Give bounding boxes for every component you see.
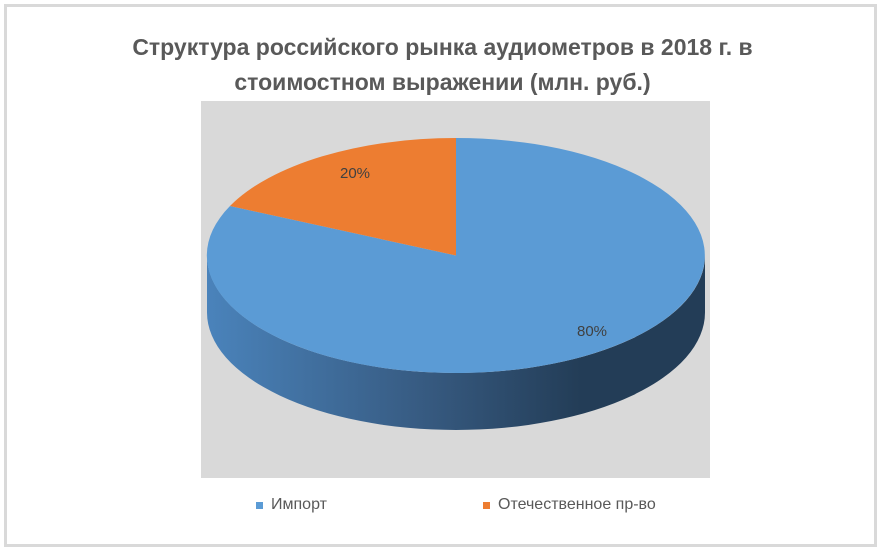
pie-slice-import[interactable] bbox=[206, 138, 705, 373]
legend-item-domestic[interactable]: Отечественное пр-во bbox=[483, 496, 656, 514]
legend-label-domestic: Отечественное пр-во bbox=[498, 496, 656, 513]
chart-title: Структура российского рынка аудиометров … bbox=[0, 30, 885, 100]
chart-title-line-2: стоимостном выражении (млн. руб.) bbox=[234, 69, 651, 95]
pie-side-import[interactable] bbox=[207, 255, 705, 430]
data-label-import: 80% bbox=[577, 323, 607, 340]
legend-label-import: Импорт bbox=[271, 496, 327, 513]
pie-slice-domestic[interactable] bbox=[230, 137, 456, 256]
chart-title-line-1: Структура российского рынка аудиометров … bbox=[132, 34, 753, 60]
data-label-domestic: 20% bbox=[340, 165, 370, 182]
legend-item-import[interactable]: Импорт bbox=[256, 496, 327, 514]
legend-swatch-import-icon bbox=[256, 501, 263, 509]
legend: Импорт Отечественное пр-во bbox=[0, 496, 885, 520]
legend-swatch-domestic-icon bbox=[483, 501, 490, 509]
